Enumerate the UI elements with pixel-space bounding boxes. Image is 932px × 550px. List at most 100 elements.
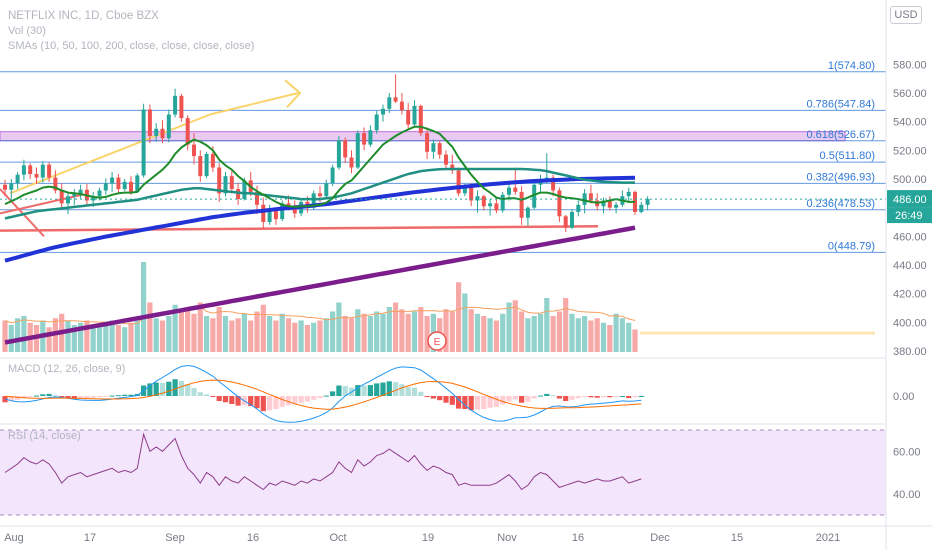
countdown-tag xyxy=(887,207,932,224)
currency-button[interactable]: USD xyxy=(890,6,922,24)
candle-body xyxy=(469,187,474,201)
candle-body xyxy=(28,165,33,174)
macd-histogram-bar xyxy=(537,395,544,397)
last-price-tag xyxy=(887,190,932,208)
candle-body xyxy=(47,164,52,178)
price-tick-label: 460.00 xyxy=(893,231,927,243)
candle-body xyxy=(576,204,581,212)
candle-body xyxy=(3,184,7,190)
macd-histogram-bar xyxy=(33,395,40,397)
candle-body xyxy=(229,176,234,190)
candle-body xyxy=(488,203,493,207)
candle-body xyxy=(185,118,190,145)
candle-body xyxy=(53,177,58,191)
macd-tick-label: 0.00 xyxy=(893,391,914,403)
macd-histogram-bar xyxy=(405,387,411,396)
volume-bar xyxy=(115,325,121,352)
fib-label: 0.5(511.80) xyxy=(820,150,875,162)
macd-histogram-bar xyxy=(430,396,436,399)
price-tick-label: 500.00 xyxy=(893,174,927,186)
volume-bar xyxy=(468,309,474,352)
candles-layer xyxy=(3,74,650,233)
volume-legend: Vol (30) xyxy=(8,25,46,37)
candle-body xyxy=(147,109,152,136)
candle-body xyxy=(519,191,524,218)
macd-histogram-bar xyxy=(279,396,285,407)
fib-label: 0.618(526.67) xyxy=(807,129,876,141)
volume-bar xyxy=(197,302,203,352)
candle-body xyxy=(639,204,644,212)
macd-histogram-bar xyxy=(317,396,323,399)
candle-body xyxy=(425,133,430,152)
candle-body xyxy=(66,196,70,204)
fib-label: 0.786(547.84) xyxy=(807,98,876,110)
volume-bar xyxy=(311,322,317,352)
macd-histogram-bar xyxy=(15,396,21,400)
volume-bar xyxy=(15,318,21,352)
candle-body xyxy=(412,105,417,125)
macd-histogram-bar xyxy=(493,396,499,407)
candle-body xyxy=(110,177,115,184)
trend-line-down xyxy=(0,188,45,238)
candle-body xyxy=(15,174,20,184)
candle-body xyxy=(368,130,373,145)
candle-body xyxy=(626,191,631,197)
volume-bar xyxy=(172,304,178,352)
macd-histogram-bar xyxy=(147,383,153,396)
volume-bar xyxy=(292,322,298,352)
time-tick-label: 16 xyxy=(247,532,259,544)
macd-histogram-bar xyxy=(594,396,600,398)
indicator-lines-layer xyxy=(0,79,599,238)
price-tick-label: 540.00 xyxy=(893,117,927,129)
macd-histogram-bar xyxy=(330,391,336,396)
candle-body xyxy=(381,108,385,115)
macd-histogram-bar xyxy=(304,396,310,402)
volume-bar xyxy=(273,320,279,352)
candle-body xyxy=(40,164,45,178)
sma-legend: SMAs (10, 50, 100, 200, close, close, cl… xyxy=(8,40,255,52)
macd-histogram-bar xyxy=(115,395,121,397)
macd-histogram-bar xyxy=(550,395,556,397)
candle-body xyxy=(78,189,83,194)
candle-body xyxy=(311,193,316,208)
moving-averages-layer xyxy=(0,125,886,345)
candle-body xyxy=(273,210,278,220)
candle-body xyxy=(116,177,121,190)
arrow-line-2 xyxy=(209,92,299,116)
candle-body xyxy=(601,200,606,207)
macd-histogram-bar xyxy=(613,396,619,397)
macd-histogram-bar xyxy=(393,382,399,396)
volume-bar xyxy=(178,311,184,352)
candle-body xyxy=(551,177,556,191)
candle-body xyxy=(21,165,26,175)
macd-histogram-bar xyxy=(569,396,575,400)
volume-bar xyxy=(361,313,367,352)
macd-histogram-bar xyxy=(109,395,115,397)
candle-body xyxy=(399,101,404,111)
volume-bar xyxy=(632,329,638,352)
macd-histogram-bar xyxy=(235,396,241,406)
candle-body xyxy=(173,95,178,115)
macd-histogram-bar xyxy=(216,396,222,402)
rsi-tick-label: 60.00 xyxy=(893,446,921,458)
candle-body xyxy=(192,144,196,157)
candle-body xyxy=(406,110,411,125)
candle-body xyxy=(91,196,96,201)
macd-histogram-bar xyxy=(8,396,14,402)
volume-bar xyxy=(210,318,216,352)
volume-bar xyxy=(330,311,336,352)
candle-body xyxy=(129,181,133,192)
rsi-tick-label: 40.00 xyxy=(893,489,921,501)
macd-histogram-bar xyxy=(638,396,644,397)
candle-body xyxy=(255,191,259,205)
volume-bar xyxy=(222,316,229,352)
volume-bar xyxy=(512,300,518,352)
volume-bar xyxy=(393,302,399,352)
candle-body xyxy=(160,128,165,139)
macd-histogram-bar xyxy=(474,396,481,410)
rsi-layer xyxy=(4,432,642,491)
volume-bar xyxy=(342,316,348,352)
volume-bar xyxy=(600,322,607,352)
macd-histogram-bar xyxy=(185,384,191,396)
fib-label: 0.382(496.93) xyxy=(807,171,876,183)
